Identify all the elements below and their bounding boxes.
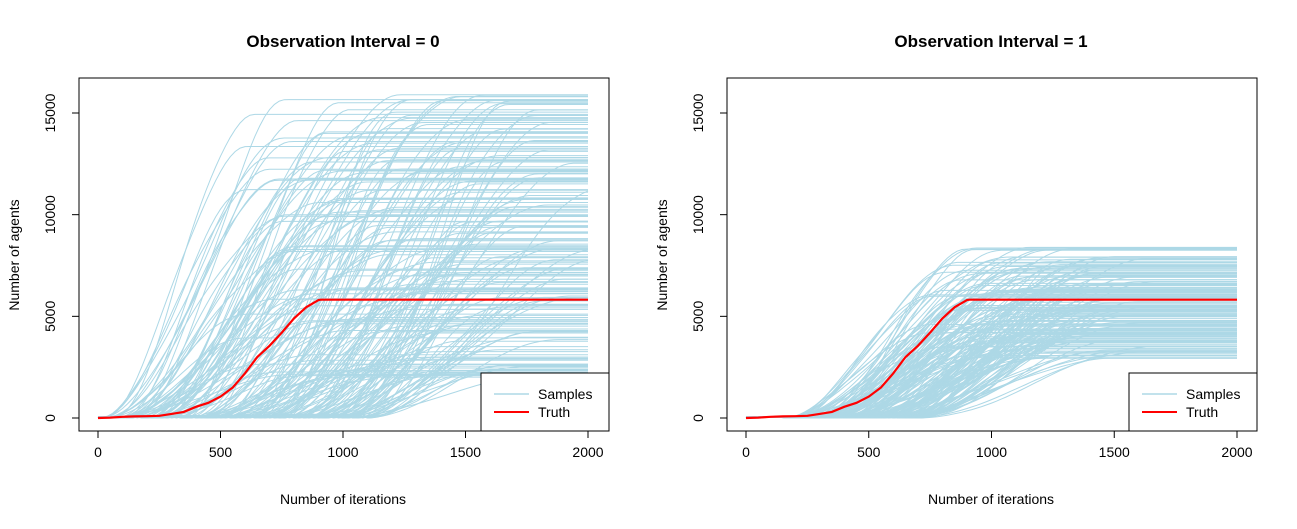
x-tick-label: 1500	[1099, 444, 1130, 460]
y-tick-label: 0	[690, 414, 706, 422]
sample-line	[745, 292, 1237, 419]
sample-line	[97, 232, 588, 419]
sample-line	[97, 172, 588, 419]
sample-line	[97, 305, 588, 419]
panel-2-ticks: 0 500 1000 1500 2000 0 5000 10000 15000	[690, 93, 1253, 460]
panel-2-legend: Samples Truth	[1128, 372, 1258, 432]
sample-line	[97, 318, 588, 419]
x-tick-label: 1000	[327, 444, 358, 460]
sample-line	[98, 214, 588, 419]
panel-1-plot-frame	[78, 77, 610, 432]
sample-line	[97, 177, 588, 419]
sample-line	[97, 141, 588, 419]
sample-line	[97, 323, 588, 419]
truth-line	[745, 298, 1237, 420]
panel-2-title: Observation Interval = 1	[894, 32, 1087, 51]
sample-line	[745, 247, 1237, 419]
panel-1-title: Observation Interval = 0	[246, 32, 439, 51]
x-tick-label: 0	[742, 444, 750, 460]
panel-1-legend-box	[480, 372, 610, 432]
sample-line	[97, 146, 588, 418]
panel-2-xlabel: Number of iterations	[928, 491, 1054, 507]
sample-line	[97, 131, 588, 419]
y-tick-label: 15000	[690, 93, 706, 132]
sample-line	[745, 291, 1237, 419]
panel-1-legend: Samples Truth	[480, 372, 610, 432]
panel-2-ylabel: Number of agents	[654, 199, 670, 310]
x-tick-label: 2000	[1221, 444, 1252, 460]
panel-2-truth-layer	[745, 298, 1237, 420]
sample-line	[745, 261, 1237, 419]
panel-2: Observation Interval = 1 0 500 1000 1500 200…	[654, 32, 1258, 507]
panel-2-legend-samples-label: Samples	[1186, 386, 1240, 402]
x-tick-label: 500	[209, 444, 233, 460]
panel-1: Observation Interval = 0 0 500 1000 1500 200…	[6, 32, 610, 507]
panel-2-plot-frame	[726, 77, 1258, 432]
y-tick-label: 15000	[42, 93, 58, 132]
panel-1-truth-layer	[97, 298, 588, 420]
y-tick-label: 5000	[690, 301, 706, 332]
sample-line	[745, 324, 1237, 419]
x-tick-label: 500	[857, 444, 881, 460]
y-tick-label: 0	[42, 414, 58, 422]
panel-1-ylabel: Number of agents	[6, 199, 22, 310]
y-tick-label: 5000	[42, 301, 58, 332]
sample-line	[746, 279, 1237, 419]
panel-2-legend-truth-label: Truth	[1186, 404, 1218, 420]
panel-1-legend-truth-label: Truth	[538, 404, 570, 420]
sample-line	[98, 170, 588, 419]
sample-line	[97, 248, 588, 419]
sample-line	[97, 245, 588, 419]
panel-2-legend-box	[1128, 372, 1258, 432]
panel-1-samples	[97, 94, 589, 419]
truth-line	[97, 298, 588, 420]
x-tick-label: 2000	[572, 444, 603, 460]
sample-line	[745, 310, 1237, 419]
sample-line	[97, 120, 588, 419]
sample-line	[97, 137, 588, 419]
panel-1-ticks: 0 500 1000 1500 2000 0 5000 10000 15000	[42, 93, 604, 460]
y-tick-label: 10000	[690, 195, 706, 234]
x-tick-label: 0	[94, 444, 102, 460]
panel-1-xlabel: Number of iterations	[280, 491, 406, 507]
sample-line	[97, 179, 588, 419]
y-tick-label: 10000	[42, 195, 58, 234]
sample-line	[97, 113, 588, 419]
sample-line	[97, 321, 588, 419]
x-tick-label: 1500	[450, 444, 481, 460]
sample-line	[97, 293, 588, 419]
x-tick-label: 1000	[976, 444, 1007, 460]
panel-1-legend-samples-label: Samples	[538, 386, 592, 402]
